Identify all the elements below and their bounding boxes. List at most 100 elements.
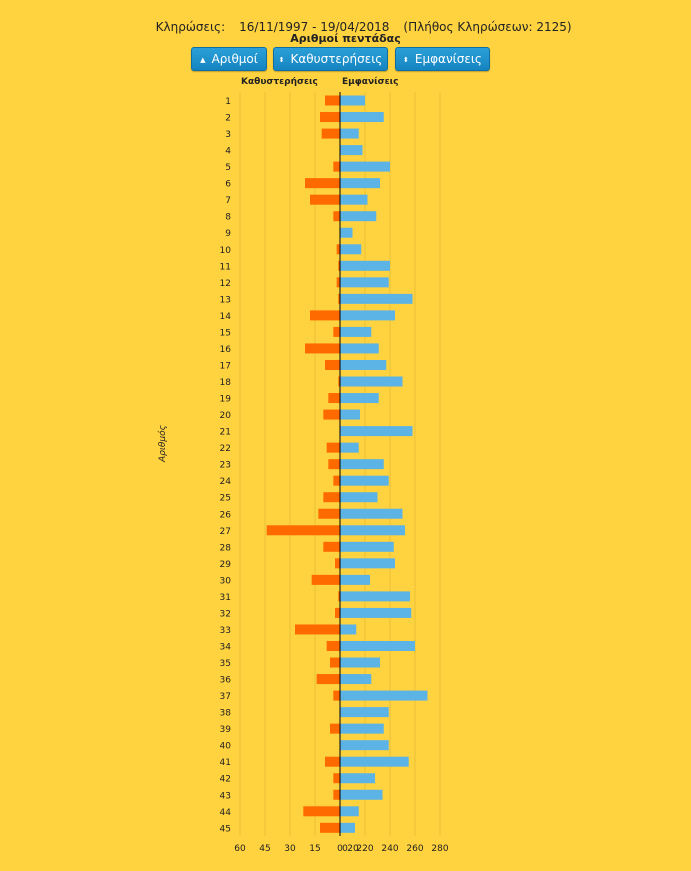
sort-icon: ⬍ [278, 56, 285, 64]
category-label-35: 35 [220, 659, 231, 669]
delay-bar-25 [323, 492, 340, 503]
delay-bar-3 [321, 128, 340, 139]
delay-bar-10 [336, 244, 340, 255]
sort-by-number-button[interactable]: ▲ Αριθμοί [191, 47, 267, 71]
category-label-12: 12 [220, 279, 231, 289]
right-tick-label: 280 [431, 844, 448, 854]
delay-bar-8 [333, 211, 340, 222]
right-tick-label: 0 [342, 844, 348, 854]
appearance-bar-12 [340, 277, 389, 288]
sort-by-appearance-button[interactable]: ⬍ Εμφανίσεις [395, 47, 490, 71]
delay-bar-43 [333, 789, 340, 800]
delay-bar-23 [328, 459, 340, 470]
category-label-41: 41 [220, 758, 231, 768]
appearance-bar-39 [340, 723, 384, 734]
category-label-23: 23 [220, 461, 231, 471]
category-label-3: 3 [225, 130, 231, 140]
category-label-19: 19 [220, 395, 232, 405]
category-label-16: 16 [220, 345, 232, 355]
delay-bar-28 [323, 541, 340, 552]
category-label-37: 37 [220, 692, 231, 702]
category-label-30: 30 [220, 576, 232, 586]
category-label-17: 17 [220, 361, 231, 371]
category-label-42: 42 [220, 775, 231, 785]
chart-subtitle: Αριθμοί πεντάδας [290, 32, 401, 45]
category-label-22: 22 [220, 444, 231, 454]
appearance-bar-14 [340, 310, 395, 321]
delay-bar-6 [305, 178, 340, 189]
category-label-34: 34 [220, 642, 232, 652]
appearance-column-header: Εμφανίσεις [342, 77, 399, 87]
delay-bar-17 [325, 359, 340, 370]
right-tick-label: 240 [381, 844, 398, 854]
appearance-bar-27 [340, 525, 405, 536]
category-label-25: 25 [220, 494, 231, 504]
appearance-bar-24 [340, 475, 389, 486]
delay-bar-24 [333, 475, 340, 486]
delay-bar-11 [338, 260, 340, 271]
delay-bar-19 [328, 393, 340, 404]
appearance-bar-40 [340, 740, 389, 751]
appearance-bar-10 [340, 244, 362, 255]
appearance-bar-37 [340, 690, 428, 701]
delay-bar-37 [333, 690, 340, 701]
appearance-bar-19 [340, 393, 379, 404]
delay-bar-13 [338, 293, 340, 304]
appearance-bar-38 [340, 707, 389, 718]
right-tick-label: 260 [406, 844, 423, 854]
delay-bar-44 [303, 806, 340, 817]
appearance-bar-18 [340, 376, 403, 387]
category-label-32: 32 [220, 609, 231, 619]
category-label-21: 21 [220, 428, 231, 438]
right-tick-label: 20 [347, 844, 359, 854]
appearance-bar-23 [340, 459, 384, 470]
appearance-bar-1 [340, 95, 365, 106]
appearance-bar-2 [340, 112, 384, 123]
category-label-14: 14 [220, 312, 232, 322]
sort-by-appearance-label: Εμφανίσεις [414, 52, 482, 66]
delay-bar-35 [330, 657, 340, 668]
appearance-bar-9 [340, 227, 353, 238]
delay-bar-12 [336, 277, 340, 288]
category-label-40: 40 [220, 742, 232, 752]
delay-bar-29 [335, 558, 340, 569]
category-label-13: 13 [220, 295, 231, 305]
appearance-bar-33 [340, 624, 357, 635]
appearance-bar-15 [340, 326, 372, 337]
appearance-bar-3 [340, 128, 359, 139]
left-tick-label: 30 [284, 844, 296, 854]
appearance-bar-21 [340, 426, 413, 437]
appearance-bar-31 [340, 591, 410, 602]
sort-by-delay-button[interactable]: ⬍ Καθυστερήσεις [273, 47, 388, 71]
appearance-bar-32 [340, 607, 412, 618]
left-tick-label: 0 [337, 844, 343, 854]
appearance-bar-43 [340, 789, 383, 800]
category-label-6: 6 [225, 180, 231, 190]
delay-bar-7 [310, 194, 340, 205]
delay-bar-18 [338, 376, 340, 387]
appearance-bar-41 [340, 756, 409, 767]
delay-bar-36 [316, 674, 340, 685]
category-label-33: 33 [220, 626, 231, 636]
category-label-5: 5 [225, 163, 231, 173]
delay-bar-16 [305, 343, 340, 354]
left-tick-label: 15 [309, 844, 320, 854]
sort-by-number-label: Αριθμοί [211, 52, 258, 66]
category-label-1: 1 [225, 97, 231, 107]
draws-count: (Πλήθος Κληρώσεων: 2125) [403, 20, 572, 34]
appearance-bar-13 [340, 293, 413, 304]
category-label-28: 28 [220, 543, 232, 553]
category-label-11: 11 [220, 262, 231, 272]
delay-bar-27 [266, 525, 340, 536]
category-label-18: 18 [220, 378, 232, 388]
left-tick-label: 60 [234, 844, 246, 854]
category-label-29: 29 [220, 560, 232, 570]
category-label-39: 39 [220, 725, 232, 735]
category-label-15: 15 [220, 328, 231, 338]
left-tick-label: 45 [259, 844, 270, 854]
appearance-bar-6 [340, 178, 380, 189]
category-label-2: 2 [225, 114, 231, 124]
delay-bar-5 [333, 161, 340, 172]
category-label-8: 8 [225, 213, 231, 223]
